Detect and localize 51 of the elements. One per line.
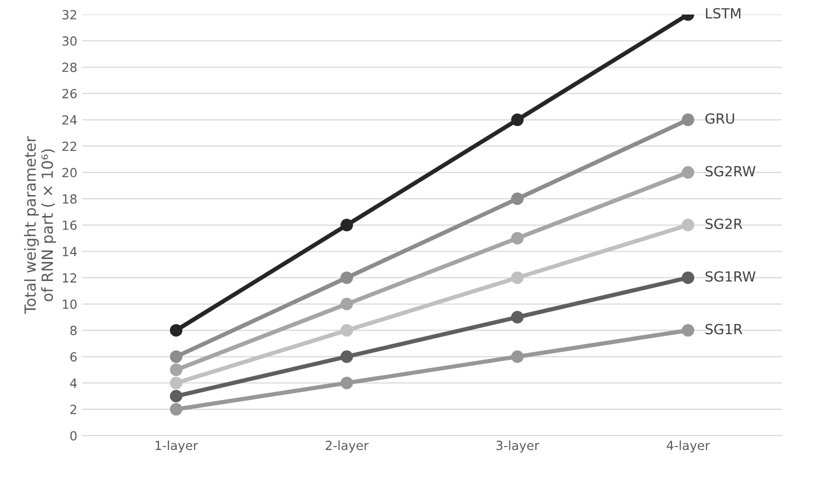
series-label: LSTM (706, 8, 740, 19)
y-tick-label: 12 (62, 273, 76, 282)
x-tick-label: 2-layer (326, 440, 369, 453)
series-label: SG1RW (706, 271, 756, 282)
point (340, 298, 354, 310)
point (682, 324, 694, 337)
series-label: GRU (705, 113, 734, 124)
y-tick-label: 8 (70, 326, 77, 336)
point (511, 271, 524, 284)
y-tick-label: 32 (62, 10, 76, 20)
y-axis-title: Total weight parameter of RNN part ( × 10⁶) (24, 136, 56, 314)
point (511, 310, 524, 324)
y-tick-label: 30 (62, 36, 77, 46)
point (511, 232, 524, 244)
y-tick-label: 20 (62, 168, 77, 178)
point (682, 166, 694, 179)
point (682, 114, 694, 126)
y-tick-label: 22 (62, 142, 76, 151)
point (511, 114, 524, 126)
point (170, 390, 182, 402)
series-label: SG2RW (706, 166, 756, 176)
point (170, 350, 182, 363)
x-tick-label: 4-layer (666, 440, 710, 453)
x-tick-label: 1-layer (156, 440, 198, 453)
point (340, 218, 354, 232)
y-tick-label: 24 (62, 115, 77, 125)
x-tick-label: 3-layer (496, 440, 540, 453)
point (170, 364, 182, 376)
point (170, 403, 182, 416)
point (340, 376, 354, 390)
point (682, 218, 694, 232)
y-tick-label: 26 (62, 88, 77, 98)
point (340, 350, 354, 363)
y-tick-label: 6 (70, 352, 77, 362)
point (170, 324, 182, 337)
series-label: SG2R (706, 218, 742, 230)
y-tick-label: 18 (62, 194, 77, 204)
y-tick-label: 16 (62, 220, 77, 230)
point (340, 324, 354, 337)
point (340, 271, 354, 284)
y-tick-label: 4 (70, 378, 77, 388)
y-tick-label: 2 (70, 404, 76, 414)
y-tick-label: 10 (62, 299, 77, 309)
point (511, 350, 524, 363)
y-tick-label: 28 (62, 62, 77, 72)
y-tick-label: 0 (70, 431, 77, 441)
point (682, 271, 694, 284)
series-label: SG1R (706, 324, 742, 334)
y-tick-label: 14 (62, 247, 77, 256)
point (511, 192, 524, 205)
point (170, 376, 182, 390)
